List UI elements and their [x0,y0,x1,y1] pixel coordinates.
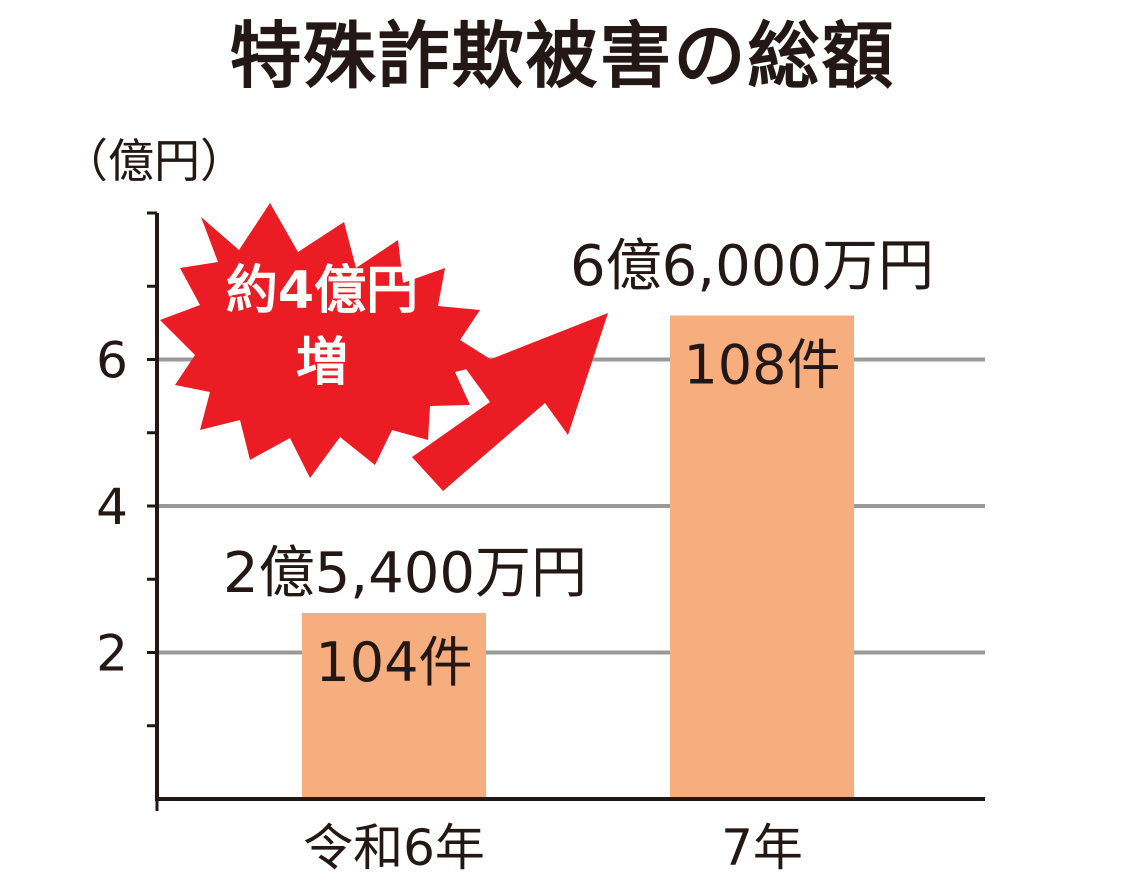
bar [302,612,486,799]
y-tick-label: 2 [96,625,128,683]
increase-annotation: 約4億円 増 [160,203,608,491]
bar-value-label: 6億6,000万円 [570,234,934,299]
bar [670,315,854,799]
annotation-line1: 約4億円 [226,261,418,321]
bar-value-label: 2億5,400万円 [223,541,587,606]
increase-arrow [412,313,608,491]
bar-layer [302,315,854,799]
chart-title: 特殊詐欺被害の総額 [229,14,896,98]
y-tick-label: 6 [96,332,128,390]
axis-layer [147,211,985,811]
bar-count-label: 104件 [315,631,472,694]
x-category-label: 令和6年 [303,819,485,877]
annotation-line2: 増 [296,333,348,393]
x-category-label: 7年 [721,819,803,877]
label-layer: 2 4 6 令和6年 7年 2億5,400万円 6億6,000万円 104件 108件 [96,234,934,877]
bar-count-label: 108件 [683,334,840,397]
y-axis-unit-label: （億円） [62,134,246,188]
starburst-shape [160,203,495,478]
y-tick-label: 4 [96,478,128,536]
